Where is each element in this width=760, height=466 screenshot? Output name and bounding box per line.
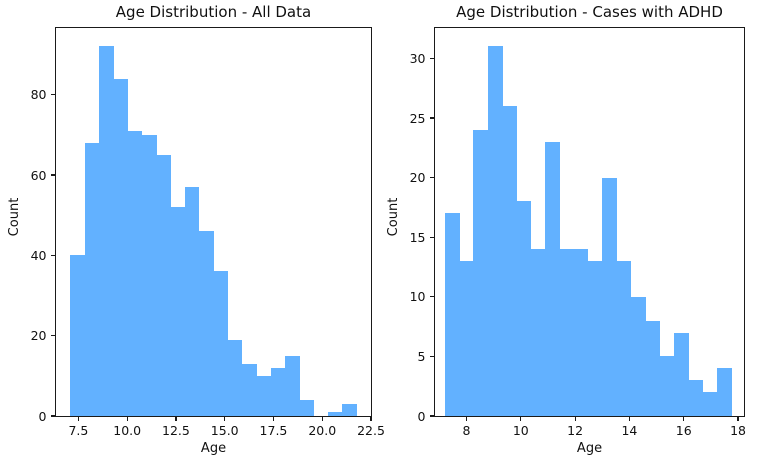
histogram-bar [327,411,343,416]
y-tick-label: 15 [409,229,426,245]
histogram-bar [516,201,532,416]
y-tick-mark [429,415,434,417]
x-tick-label: 12.5 [162,423,190,438]
y-tick-mark [429,57,434,59]
y-tick-label: 25 [409,110,426,126]
histogram-bar [270,367,286,416]
y-tick-mark [50,254,55,256]
histogram-bar [213,271,229,416]
y-tick-mark [50,174,55,176]
y-tick-mark [429,177,434,179]
x-tick-label: 10.0 [113,423,142,438]
y-tick-mark [429,117,434,119]
y-tick-label: 40 [30,247,47,263]
histogram-bar [630,296,646,416]
y-tick-label: 10 [409,289,426,305]
histogram-bar [342,403,357,416]
x-tick-mark [272,417,275,421]
y-tick-mark [429,296,434,298]
x-tick-mark [126,417,128,421]
histogram-bar [573,249,589,416]
y-tick-label: 0 [38,408,47,424]
x-tick-label: 10 [512,423,529,438]
x-axis-label: Age [576,441,603,456]
y-tick-mark [50,335,55,337]
y-tick-label: 30 [409,50,426,66]
histogram-bar [113,78,128,416]
y-tick-label: 60 [30,167,47,183]
y-tick-mark [50,415,55,417]
y-tick-mark [429,355,434,357]
y-axis-label: Count [7,197,22,237]
y-axis-label: Count [386,197,401,237]
x-tick-label: 14 [621,423,638,438]
x-tick-mark [465,417,468,421]
histogram-bar [227,339,243,416]
plot-area [434,27,745,417]
histogram-bar [127,130,143,416]
chart-title: Age Distribution - All Data [115,3,312,21]
histogram-bar [156,154,171,416]
x-tick-label: 18 [730,423,746,438]
x-axis-label: Age [200,441,227,456]
x-tick-label: 22.5 [357,423,385,438]
histogram-bar [616,261,632,416]
x-tick-mark [175,417,177,421]
x-tick-label: 12 [567,423,584,438]
histogram-bar [602,177,618,416]
x-tick-label: 17.5 [259,423,288,438]
y-tick-mark [429,236,434,238]
y-tick-label: 0 [417,408,426,424]
x-tick-mark [77,417,80,421]
x-tick-mark [370,417,372,421]
histogram-bar [702,392,718,416]
histogram-bar [70,255,86,416]
histogram-bar [84,142,100,416]
histogram-bar [184,187,200,416]
y-tick-label: 20 [30,328,47,344]
x-tick-label: 15.0 [210,423,239,438]
histogram-bar [444,213,460,416]
histogram-bar [716,368,732,416]
histogram-bar [299,399,314,416]
histogram-bar [459,261,474,416]
x-tick-mark [737,417,739,421]
histogram-bar [487,46,503,416]
x-tick-mark [520,417,522,421]
histogram-bar [199,231,214,416]
chart-title: Age Distribution - Cases with ADHD [456,3,723,21]
histogram-bar [559,249,575,416]
histogram-bar [170,207,186,416]
x-tick-label: 8 [462,423,471,438]
histogram-bar [284,355,300,416]
histogram-bar [502,106,517,416]
x-tick-mark [683,417,685,421]
histogram-bar [98,46,114,416]
y-tick-mark [50,94,55,96]
x-tick-label: 16 [675,423,692,438]
y-tick-label: 5 [417,348,426,364]
histogram-bar [256,375,272,416]
x-tick-mark [321,417,323,421]
x-tick-mark [628,417,630,421]
x-tick-label: 7.5 [68,423,89,438]
histogram-bar [673,332,689,416]
y-tick-label: 80 [30,87,47,103]
histogram-bar [473,129,489,416]
histogram-bar [530,249,546,416]
y-tick-label: 20 [409,170,426,186]
x-tick-mark [574,417,576,421]
histogram-bar [241,363,257,416]
histogram-bar [545,141,560,416]
histogram-bar [141,134,157,416]
x-tick-mark [224,417,226,421]
histogram-bar [645,320,661,416]
histogram-bar [659,356,675,416]
histogram-bar [588,261,603,416]
x-tick-label: 20.0 [308,423,337,438]
histogram-bar [688,380,704,416]
plot-area [55,27,372,417]
